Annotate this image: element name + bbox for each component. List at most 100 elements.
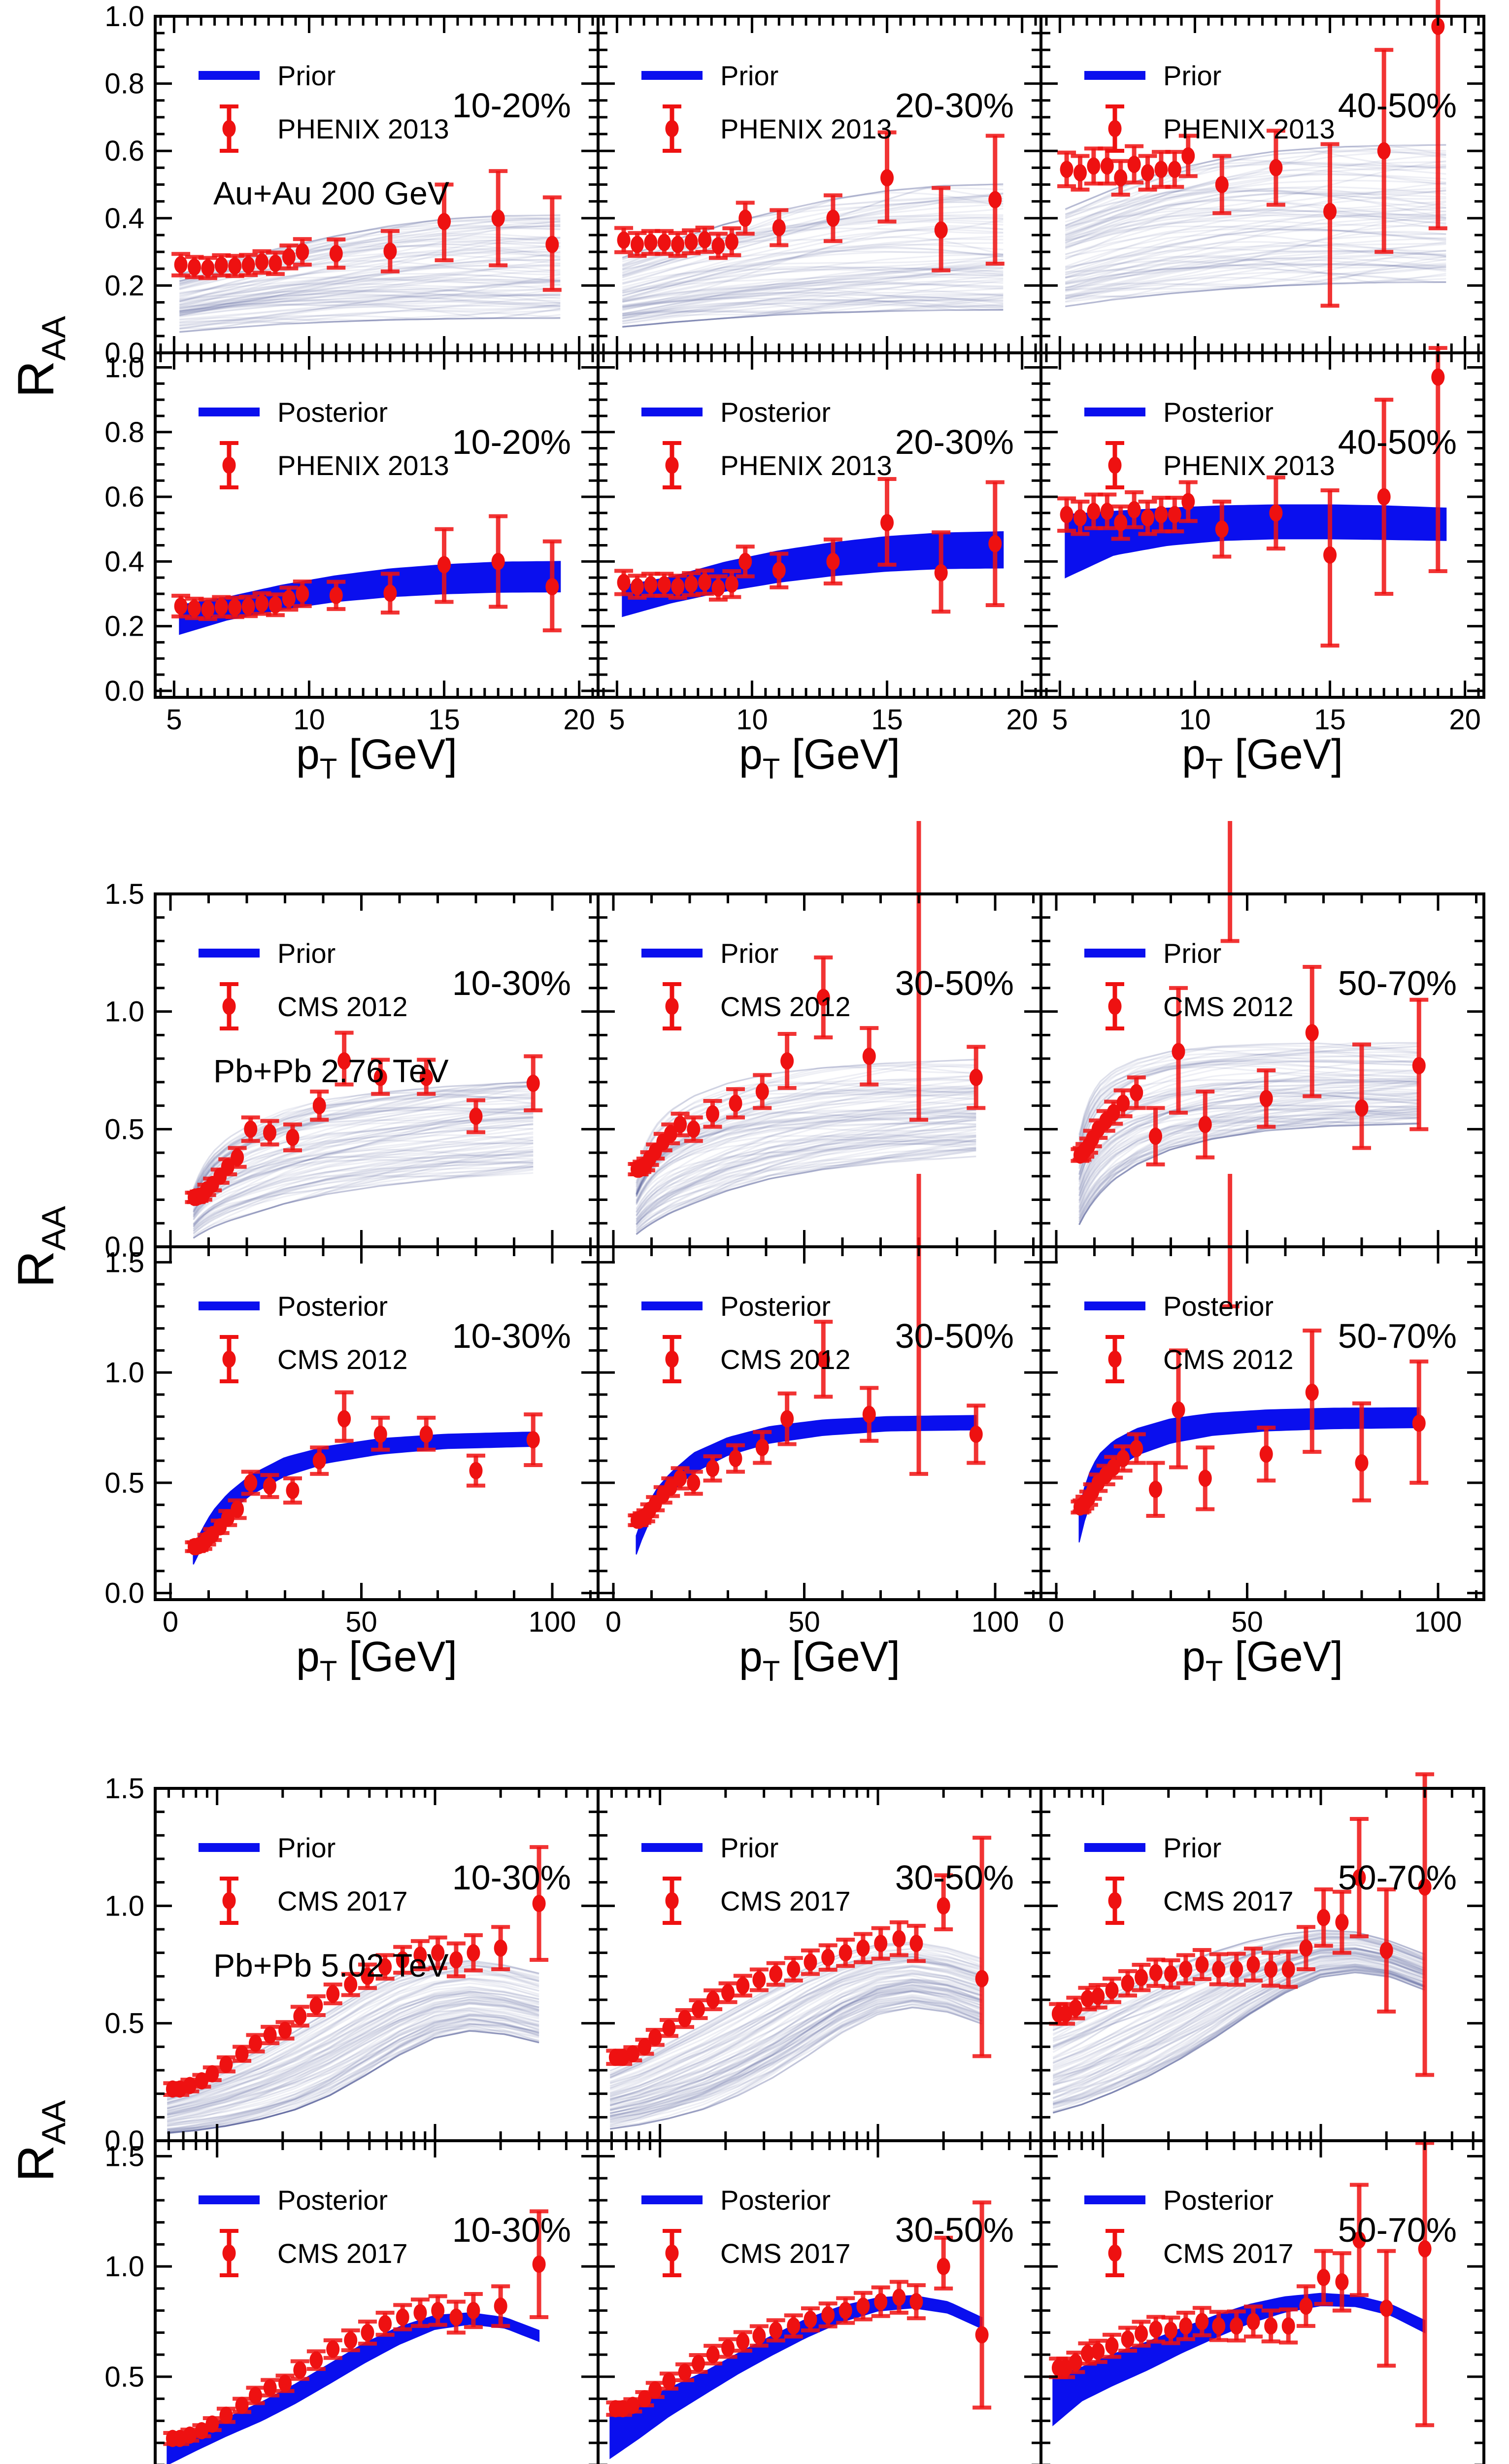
data-markers-50-70% bbox=[1051, 1869, 1432, 2023]
data-markers-10-20% bbox=[174, 209, 559, 277]
x-axis-label: pT [GeV] bbox=[739, 1633, 900, 1687]
y-tick-label: 1.0 bbox=[104, 0, 144, 33]
legend-band-label: Posterior bbox=[1163, 397, 1274, 428]
legend-experiment-label: CMS 2012 bbox=[1163, 991, 1294, 1022]
errorbars-10-30% bbox=[185, 1390, 543, 1553]
data-markers-20-30% bbox=[617, 514, 1002, 597]
x-tick-label: 20 bbox=[1006, 704, 1038, 736]
axis-ticks bbox=[1041, 1787, 1484, 2142]
centrality-label: 50-70% bbox=[1338, 2211, 1457, 2249]
system-label: Pb+Pb 5.02 TeV bbox=[213, 1947, 449, 1984]
legend-marker-icon bbox=[665, 120, 679, 137]
centrality-label: 40-50% bbox=[1338, 423, 1457, 461]
centrality-label: 50-70% bbox=[1338, 1858, 1457, 1897]
axis-ticks bbox=[598, 1787, 1041, 2142]
axis-ticks bbox=[1041, 1247, 1484, 1600]
legend-marker-icon bbox=[1108, 1350, 1122, 1368]
legend-band-label: Prior bbox=[720, 938, 778, 969]
y-tick-label: 0.5 bbox=[104, 1113, 144, 1145]
y-tick-label: 0.6 bbox=[104, 135, 144, 167]
y-tick-label: 0.0 bbox=[104, 337, 144, 369]
legend-marker-icon bbox=[222, 1350, 236, 1368]
data-markers-30-50% bbox=[630, 1350, 983, 1529]
axis-ticks bbox=[598, 2141, 1041, 2464]
panel-1-1-0: 0.0 0.5 1.0 1.5 0 50 100 Posterior CMS 2012 10-30… bbox=[104, 1245, 600, 1638]
legend-band-label: Posterior bbox=[1163, 2185, 1274, 2216]
axis-ticks bbox=[1041, 2141, 1484, 2464]
legend-band-label: Prior bbox=[720, 60, 778, 91]
panel-frame bbox=[1040, 2139, 1485, 2464]
legend: Prior PHENIX 2013 bbox=[641, 60, 892, 153]
legend-band-label: Posterior bbox=[720, 397, 831, 428]
legend: Posterior CMS 2017 bbox=[641, 2185, 851, 2277]
data-markers-30-50% bbox=[608, 2258, 989, 2418]
y-tick-label: 0.5 bbox=[104, 2361, 144, 2393]
legend-experiment-label: CMS 2012 bbox=[720, 1344, 851, 1375]
legend-marker-icon bbox=[665, 2244, 679, 2262]
legend-experiment-label: CMS 2017 bbox=[720, 1885, 851, 1916]
legend-band-label: Prior bbox=[277, 1832, 335, 1863]
centrality-label: 10-30% bbox=[452, 1858, 571, 1897]
axis-ticks bbox=[155, 1247, 598, 1600]
legend-experiment-label: CMS 2012 bbox=[277, 991, 408, 1022]
x-tick-label: 5 bbox=[166, 704, 182, 736]
y-tick-label: 0.2 bbox=[104, 611, 144, 643]
panel-2-0-2: Prior CMS 2017 50-70% bbox=[1040, 1772, 1485, 2142]
prior-ensemble-band bbox=[1078, 1042, 1419, 1225]
x-tick-label: 15 bbox=[1314, 704, 1346, 736]
y-tick-label: 0.6 bbox=[104, 481, 144, 513]
legend-marker-icon bbox=[222, 120, 236, 137]
legend-marker-icon bbox=[1108, 456, 1122, 474]
legend-marker-icon bbox=[1108, 997, 1122, 1015]
centrality-label: 50-70% bbox=[1338, 964, 1457, 1002]
data-markers-30-50% bbox=[630, 989, 983, 1178]
x-tick-label: 0 bbox=[605, 1606, 621, 1638]
legend-experiment-label: PHENIX 2013 bbox=[1163, 450, 1335, 481]
x-tick-label: 5 bbox=[1052, 704, 1068, 736]
legend-marker-icon bbox=[222, 2244, 236, 2262]
axis-ticks bbox=[155, 15, 598, 354]
legend: Posterior CMS 2012 bbox=[1084, 1291, 1294, 1383]
centrality-label: 30-50% bbox=[895, 964, 1014, 1002]
prior-ensemble-band bbox=[193, 1081, 534, 1239]
x-tick-label: 5 bbox=[609, 704, 625, 736]
panel-frame bbox=[1040, 1245, 1485, 1601]
y-tick-label: 0.4 bbox=[104, 546, 144, 578]
axis-ticks bbox=[598, 15, 1041, 354]
x-tick-label: 15 bbox=[428, 704, 460, 736]
legend-experiment-label: CMS 2017 bbox=[277, 1885, 408, 1916]
system-label: Pb+Pb 2.76 TeV bbox=[213, 1053, 449, 1089]
legend-band-label: Prior bbox=[720, 1832, 778, 1863]
legend: Prior CMS 2017 bbox=[641, 1832, 851, 1925]
x-tick-label: 50 bbox=[1231, 1606, 1263, 1638]
y-tick-label: 1.0 bbox=[104, 1357, 144, 1389]
axis-ticks bbox=[598, 353, 1041, 697]
data-markers-50-70% bbox=[1073, 1024, 1426, 1164]
data-markers-10-30% bbox=[187, 1052, 540, 1206]
panel-2-0-1: Prior CMS 2017 30-50% bbox=[597, 1787, 1042, 2142]
centrality-label: 30-50% bbox=[895, 1317, 1014, 1355]
legend-marker-icon bbox=[1108, 2244, 1122, 2262]
legend: Posterior PHENIX 2013 bbox=[199, 397, 449, 489]
legend: Prior CMS 2012 bbox=[199, 938, 408, 1030]
y-tick-label: 0.0 bbox=[104, 1231, 144, 1263]
panel-1-1-2: 0 50 100 Posterior CMS 2012 50-70% bbox=[1040, 1174, 1485, 1638]
data-markers-30-50% bbox=[608, 1897, 989, 2066]
axis-ticks bbox=[598, 1247, 1041, 1600]
legend-marker-icon bbox=[222, 456, 236, 474]
panel-0-1-0: 0.0 0.2 0.4 0.6 0.8 1.0 5 10 15 20 Posterior PHENIX… bbox=[104, 351, 600, 736]
legend-marker-icon bbox=[665, 1892, 679, 1910]
y-tick-label: 1.0 bbox=[104, 1890, 144, 1922]
legend-band-label: Prior bbox=[277, 938, 335, 969]
posterior-band bbox=[193, 1431, 534, 1565]
panel-1-0-1: Prior CMS 2012 30-50% bbox=[597, 821, 1042, 1248]
panel-1-0-2: Prior CMS 2012 50-70% bbox=[1040, 821, 1485, 1248]
x-tick-label: 50 bbox=[345, 1606, 377, 1638]
y-tick-label: 1.5 bbox=[104, 2140, 144, 2172]
axis-ticks bbox=[598, 892, 1041, 1248]
